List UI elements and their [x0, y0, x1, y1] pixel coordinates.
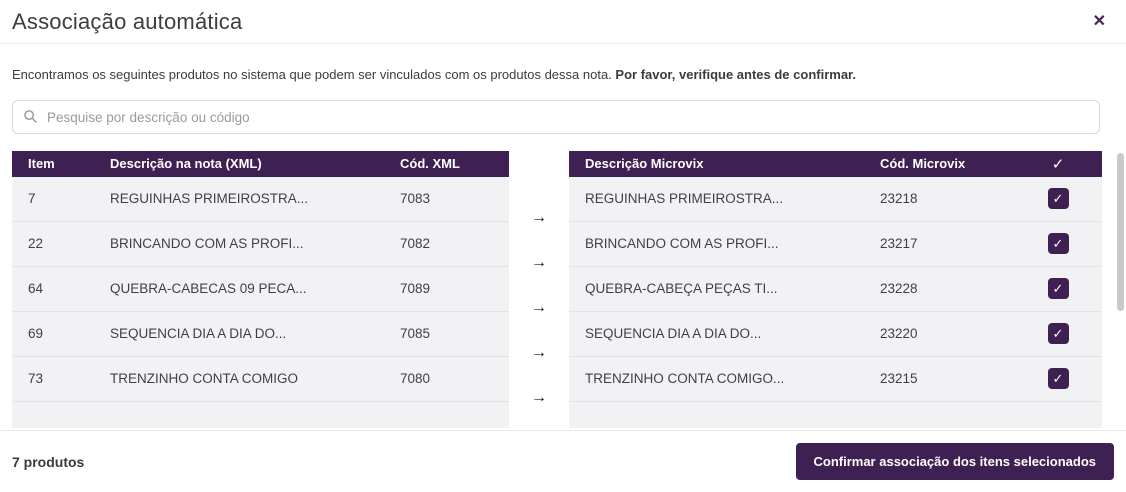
confirm-association-button[interactable]: Confirmar associação dos itens seleciona…: [795, 443, 1114, 480]
search-input[interactable]: [12, 100, 1100, 134]
table-row: 64 QUEBRA-CABECAS 09 PECA... 7089: [12, 266, 509, 312]
checkbox-cell: ✓: [1030, 323, 1086, 345]
arrow-row: →: [509, 285, 569, 330]
microvix-description-cell: REGUINHAS PRIMEIROSTRA...: [585, 191, 784, 207]
xml-description-cell: TRENZINHO CONTA COMIGO: [110, 371, 298, 387]
vertical-scrollbar-thumb[interactable]: [1117, 153, 1124, 311]
arrow-column-spacer: [509, 151, 569, 195]
checkbox-cell: ✓: [1030, 278, 1086, 300]
xml-code-cell: 7089: [400, 281, 431, 297]
row-checkbox[interactable]: ✓: [1047, 233, 1069, 255]
xml-description-cell: BRINCANDO COM AS PROFI...: [110, 236, 304, 252]
column-header-microvix-description: Descrição Microvix: [585, 156, 704, 172]
microvix-table: Descrição Microvix Cód. Microvix ✓ REGUI…: [569, 151, 1102, 428]
arrow-right-icon: →: [531, 253, 547, 271]
arrow-row: →: [509, 330, 569, 375]
arrow-row: →: [509, 240, 569, 285]
item-number-cell: 73: [28, 371, 44, 387]
table-row: 22 BRINCANDO COM AS PROFI... 7082: [12, 221, 509, 267]
partial-row: [12, 401, 509, 428]
microvix-code-cell: 23228: [880, 281, 918, 297]
row-checkbox[interactable]: ✓: [1047, 278, 1069, 300]
microvix-description-cell: TRENZINHO CONTA COMIGO...: [585, 371, 785, 387]
table-row: REGUINHAS PRIMEIROSTRA... 23218 ✓: [569, 176, 1102, 222]
search-row: [12, 100, 1100, 134]
xml-code-cell: 7082: [400, 236, 431, 252]
table-row: 73 TRENZINHO CONTA COMIGO 7080: [12, 356, 509, 402]
arrow-row: →: [509, 375, 569, 420]
description-text: Encontramos os seguintes produtos no sis…: [12, 67, 1112, 83]
checkbox-cell: ✓: [1030, 368, 1086, 390]
arrow-right-icon: →: [531, 388, 547, 406]
arrow-right-icon: →: [531, 343, 547, 361]
item-number-cell: 22: [28, 236, 44, 252]
partial-row: [569, 401, 1102, 428]
modal-header: Associação automática ✕: [0, 0, 1126, 44]
table-row: TRENZINHO CONTA COMIGO... 23215 ✓: [569, 356, 1102, 402]
xml-code-cell: 7080: [400, 371, 431, 387]
table-row: SEQUENCIA DIA A DIA DO... 23220 ✓: [569, 311, 1102, 357]
modal-footer: 7 produtos Confirmar associação dos iten…: [0, 430, 1126, 492]
xml-description-cell: QUEBRA-CABECAS 09 PECA...: [110, 281, 307, 297]
row-checkbox[interactable]: ✓: [1047, 368, 1069, 390]
microvix-code-cell: 23217: [880, 236, 918, 252]
description-normal: Encontramos os seguintes produtos no sis…: [12, 67, 612, 82]
item-number-cell: 64: [28, 281, 44, 297]
item-number-cell: 69: [28, 326, 44, 342]
modal-body: Encontramos os seguintes produtos no sis…: [0, 67, 1126, 428]
item-number-cell: 7: [28, 191, 36, 207]
close-icon[interactable]: ✕: [1089, 10, 1110, 34]
row-checkbox[interactable]: ✓: [1047, 188, 1069, 210]
checkbox-cell: ✓: [1030, 233, 1086, 255]
arrow-right-icon: →: [531, 208, 547, 226]
row-checkbox[interactable]: ✓: [1047, 323, 1069, 345]
column-header-microvix-code: Cód. Microvix: [880, 156, 966, 172]
arrow-row: →: [509, 195, 569, 240]
column-header-item: Item: [28, 156, 55, 172]
microvix-code-cell: 23220: [880, 326, 918, 342]
xml-description-cell: REGUINHAS PRIMEIROSTRA...: [110, 191, 309, 207]
microvix-description-cell: BRINCANDO COM AS PROFI...: [585, 236, 779, 252]
table-row: BRINCANDO COM AS PROFI... 23217 ✓: [569, 221, 1102, 267]
checkbox-cell: ✓: [1030, 188, 1086, 210]
column-header-xml-code: Cód. XML: [400, 156, 460, 172]
microvix-table-header: Descrição Microvix Cód. Microvix ✓: [569, 151, 1102, 177]
xml-table-header: Item Descrição na nota (XML) Cód. XML: [12, 151, 509, 177]
microvix-code-cell: 23215: [880, 371, 918, 387]
microvix-description-cell: SEQUENCIA DIA A DIA DO...: [585, 326, 762, 342]
microvix-code-cell: 23218: [880, 191, 918, 207]
xml-code-cell: 7083: [400, 191, 431, 207]
association-tables: Item Descrição na nota (XML) Cód. XML 7 R…: [12, 151, 1114, 428]
arrow-right-icon: →: [531, 298, 547, 316]
page-title: Associação automática: [12, 8, 243, 34]
xml-table: Item Descrição na nota (XML) Cód. XML 7 R…: [12, 151, 509, 428]
product-count-label: 7 produtos: [12, 453, 85, 470]
description-bold: Por favor, verifique antes de confirmar.: [615, 67, 857, 82]
table-row: 7 REGUINHAS PRIMEIROSTRA... 7083: [12, 176, 509, 222]
select-all-checkmark-icon[interactable]: ✓: [1051, 155, 1065, 173]
arrow-column: → → → → →: [509, 151, 569, 428]
microvix-description-cell: QUEBRA-CABEÇA PEÇAS TI...: [585, 281, 778, 297]
xml-code-cell: 7085: [400, 326, 431, 342]
table-row: QUEBRA-CABEÇA PEÇAS TI... 23228 ✓: [569, 266, 1102, 312]
search-icon: [24, 110, 37, 123]
column-header-xml-description: Descrição na nota (XML): [110, 156, 262, 172]
xml-description-cell: SEQUENCIA DIA A DIA DO...: [110, 326, 287, 342]
table-row: 69 SEQUENCIA DIA A DIA DO... 7085: [12, 311, 509, 357]
